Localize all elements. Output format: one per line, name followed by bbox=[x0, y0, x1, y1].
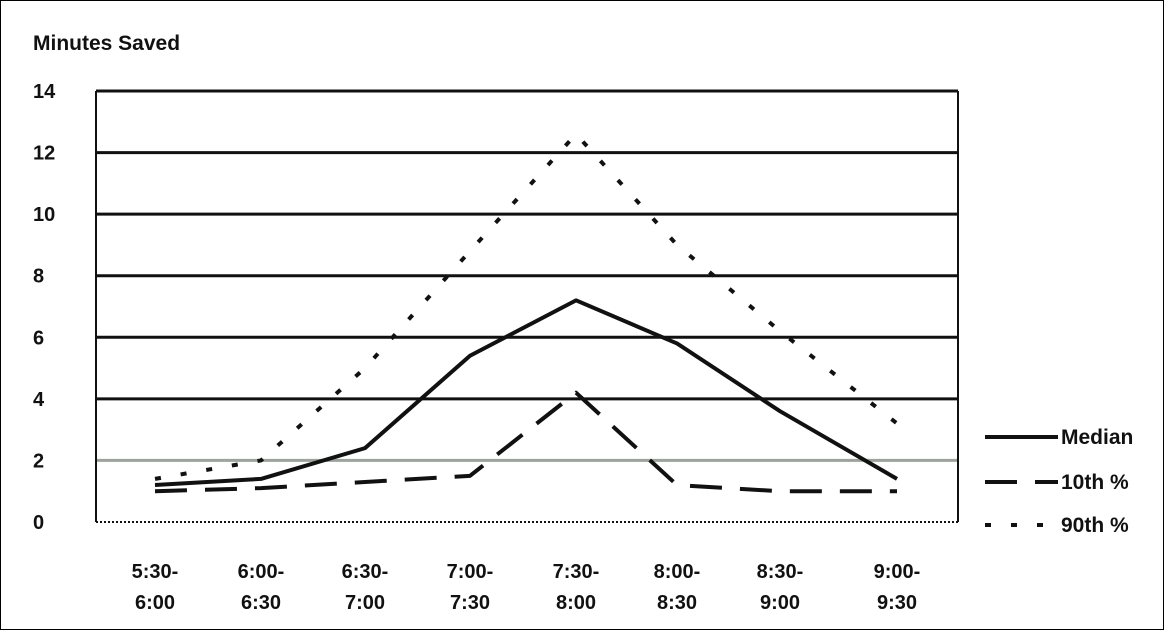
x-tick-label-line: 5:30- bbox=[132, 561, 179, 583]
y-tick-label: 10 bbox=[33, 204, 55, 226]
x-tick-label-line: 6:00 bbox=[135, 592, 175, 614]
legend-label: 10th % bbox=[1061, 471, 1129, 494]
series-lines bbox=[154, 132, 899, 494]
y-tick-label: 0 bbox=[33, 512, 44, 534]
series-line-median bbox=[154, 298, 899, 488]
y-tick-label: 12 bbox=[33, 143, 55, 165]
legend-item: 90th % bbox=[985, 514, 1129, 537]
x-tick-label-line: 7:00- bbox=[447, 561, 494, 583]
x-tick-label-line: 8:30 bbox=[657, 592, 697, 614]
x-tick-label: 6:00- 6:30 bbox=[238, 561, 285, 614]
series-line-90th- bbox=[154, 132, 899, 481]
x-tick-label-line: 9:30 bbox=[877, 592, 917, 614]
x-tick-label: 8:30- 9:00 bbox=[757, 561, 804, 614]
x-tick-label-line: 7:30- bbox=[553, 561, 600, 583]
y-tick-label: 4 bbox=[33, 389, 45, 411]
x-tick-label: 7:30- 8:00 bbox=[553, 561, 600, 614]
y-axis-title: Minutes Saved bbox=[33, 32, 180, 55]
y-tick-label: 8 bbox=[33, 266, 44, 288]
y-tick-label: 2 bbox=[33, 450, 44, 472]
x-tick-label: 5:30- 6:00 bbox=[132, 561, 179, 614]
x-tick-label-line: 6:30- bbox=[342, 561, 389, 583]
legend: Median 10th % 90th % bbox=[985, 426, 1133, 537]
y-tick-labels: 0 2 4 6 8 10 12 14 bbox=[33, 81, 56, 534]
x-tick-label-line: 6:00- bbox=[238, 561, 285, 583]
x-tick-label: 9:00- 9:30 bbox=[874, 561, 921, 614]
y-tick-label: 6 bbox=[33, 327, 44, 349]
series-line-10th- bbox=[154, 390, 897, 494]
legend-label: Median bbox=[1061, 426, 1133, 449]
x-tick-label-line: 7:30 bbox=[450, 592, 490, 614]
grid-lines bbox=[95, 89, 959, 523]
x-tick-label: 8:00- 8:30 bbox=[654, 561, 701, 614]
x-tick-label-line: 8:00 bbox=[556, 592, 596, 614]
x-tick-label-line: 6:30 bbox=[241, 592, 281, 614]
legend-label: 90th % bbox=[1061, 514, 1129, 537]
x-tick-label: 6:30- 7:00 bbox=[342, 561, 389, 614]
x-tick-label: 7:00- 7:30 bbox=[447, 561, 494, 614]
x-tick-labels: 5:30- 6:00 6:00- 6:30 6:30- 7:00 7:00- 7:30 7:30… bbox=[132, 561, 921, 614]
y-tick-label: 14 bbox=[33, 81, 56, 103]
x-tick-label-line: 8:00- bbox=[654, 561, 701, 583]
x-tick-label-line: 7:00 bbox=[345, 592, 385, 614]
legend-item: Median bbox=[985, 426, 1133, 449]
legend-item: 10th % bbox=[985, 471, 1129, 494]
x-tick-label-line: 8:30- bbox=[757, 561, 804, 583]
x-tick-label-line: 9:00 bbox=[760, 592, 800, 614]
x-tick-label-line: 9:00- bbox=[874, 561, 921, 583]
